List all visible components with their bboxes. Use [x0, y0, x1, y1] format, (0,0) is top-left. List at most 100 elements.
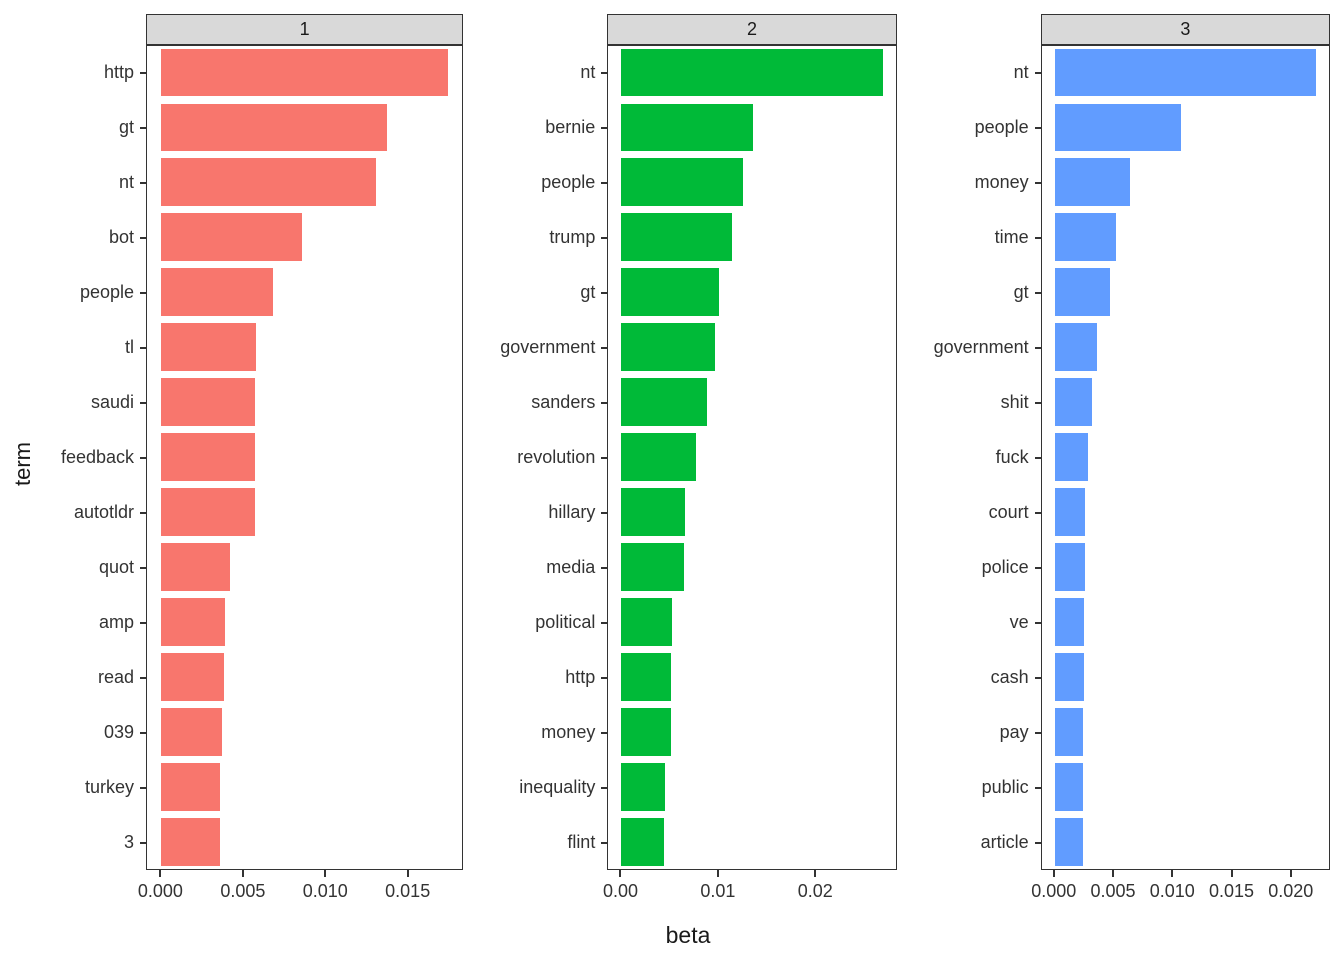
bar-row	[1042, 430, 1329, 485]
bar	[1054, 48, 1316, 97]
term-label: ve	[1009, 612, 1029, 632]
term-label-row: government	[479, 320, 608, 375]
facet-strip-row: 3	[913, 14, 1330, 45]
term-label-row: ve	[913, 595, 1041, 650]
x-axis-tick	[814, 870, 817, 877]
term-label: government	[500, 337, 596, 357]
bar-row	[147, 759, 462, 814]
y-axis-tick	[1034, 841, 1041, 844]
x-axis-title-row: beta	[46, 914, 1330, 956]
plot-panel	[146, 45, 464, 870]
bar	[1054, 817, 1083, 866]
bar-row	[1042, 759, 1329, 814]
facet-strip: 2	[607, 14, 897, 45]
bar-row	[147, 45, 462, 100]
bar	[1054, 103, 1181, 152]
facet-strip: 1	[146, 14, 464, 45]
term-label-row: quot	[46, 540, 146, 595]
y-axis-tick	[140, 291, 146, 294]
y-axis-tick	[601, 676, 608, 679]
bar	[161, 158, 376, 207]
facet-3: 3 nt people money time gt government shit fuck co…	[913, 14, 1330, 914]
term-labels-column: nt bernie people trump gt government sanders re…	[479, 45, 608, 870]
bar	[621, 707, 671, 756]
term-label-row: public	[913, 760, 1041, 815]
panel-top-border	[607, 45, 897, 46]
y-axis-tick	[140, 566, 146, 569]
y-axis-tick	[601, 71, 608, 74]
bar	[621, 652, 671, 701]
bar-row	[608, 430, 895, 485]
term-label-row: media	[479, 540, 608, 595]
bar-row	[608, 704, 895, 759]
bar	[161, 268, 273, 317]
term-label: time	[994, 227, 1029, 247]
term-label: cash	[990, 667, 1029, 687]
x-tick-label: 0.000	[137, 881, 183, 901]
y-axis-tick	[1034, 731, 1041, 734]
x-axis: 0.00 0.01 0.02	[603, 870, 896, 914]
x-axis: 0.000 0.005 0.010 0.015	[138, 870, 463, 914]
y-axis-tick	[1034, 511, 1041, 514]
strip-spacer	[46, 14, 146, 45]
term-label: tl	[125, 337, 134, 357]
y-axis-tick	[1034, 126, 1041, 129]
x-axis-tick	[1052, 870, 1055, 877]
term-label-row: 3	[46, 815, 146, 870]
bar	[1054, 762, 1083, 811]
y-axis-tick	[601, 566, 608, 569]
bar-row	[1042, 594, 1329, 649]
term-label: quot	[98, 557, 134, 577]
bar-row	[147, 100, 462, 155]
bar	[621, 158, 744, 207]
term-label-row: feedback	[46, 430, 146, 485]
term-label-row: sanders	[479, 375, 608, 430]
term-label: flint	[567, 832, 596, 852]
bar	[161, 48, 448, 97]
facet-strip: 3	[1040, 14, 1330, 45]
term-label: people	[974, 117, 1029, 137]
x-axis-row: 0.00 0.01 0.02	[479, 870, 896, 914]
term-label: public	[981, 777, 1029, 797]
term-label: court	[988, 502, 1029, 522]
y-axis-tick	[1034, 236, 1041, 239]
bar	[621, 213, 732, 262]
bar	[161, 707, 222, 756]
y-axis-tick	[601, 456, 608, 459]
bar-row	[608, 814, 895, 869]
term-label-row: money	[913, 155, 1041, 210]
term-label: bot	[108, 227, 134, 247]
bar	[621, 817, 664, 866]
bar-row	[608, 45, 895, 100]
term-label: pay	[999, 722, 1029, 742]
term-label-row: time	[913, 210, 1041, 265]
x-axis-row: 0.000 0.005 0.010 0.015	[46, 870, 463, 914]
term-label-row: 039	[46, 705, 146, 760]
term-label-row: political	[479, 595, 608, 650]
y-axis-tick	[140, 126, 146, 129]
y-axis-tick	[140, 621, 146, 624]
facet-strip-row: 2	[479, 14, 897, 45]
bar-row	[608, 594, 895, 649]
axis-spacer	[46, 870, 146, 914]
term-labels-column: nt people money time gt government shit fuck cou…	[913, 45, 1041, 870]
bar	[621, 488, 686, 536]
y-axis-tick	[601, 731, 608, 734]
panel-top-border	[1040, 45, 1330, 46]
x-tick-label: 0.005	[220, 881, 266, 901]
term-label-row: pay	[913, 705, 1041, 760]
term-label-row: nt	[46, 155, 146, 210]
bar-row	[608, 265, 895, 320]
term-label-row: gt	[913, 265, 1041, 320]
term-label: inequality	[519, 777, 596, 797]
term-label-row: bot	[46, 210, 146, 265]
bar-row	[147, 210, 462, 265]
axis-spacer	[479, 870, 607, 914]
bar	[161, 323, 257, 372]
bar	[161, 433, 255, 481]
y-axis-tick	[140, 731, 146, 734]
term-label: money	[974, 172, 1029, 192]
bar-row	[147, 814, 462, 869]
bar-row	[1042, 265, 1329, 320]
y-axis-tick	[601, 291, 608, 294]
